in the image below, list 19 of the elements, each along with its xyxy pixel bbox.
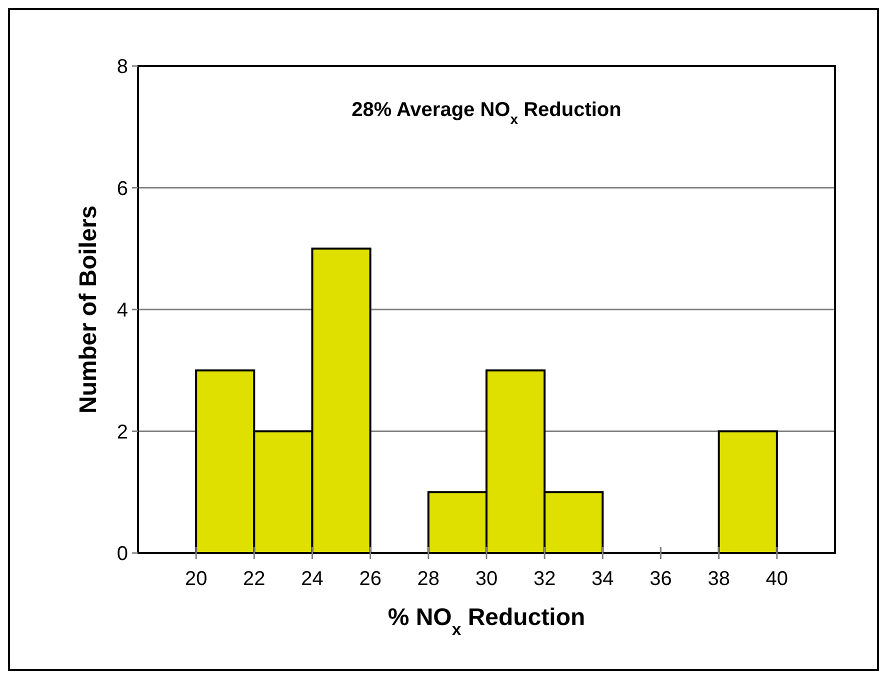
y-tick-label: 4 — [116, 300, 128, 322]
annotation: 28% Average NO$_{x}$ Reduction — [352, 99, 622, 127]
x-tick-label: 28 — [417, 568, 440, 590]
x-tick-label: 26 — [359, 568, 382, 590]
x-tick-label: 24 — [301, 568, 324, 590]
y-tick-label: 0 — [116, 543, 128, 565]
y-tick-label: 2 — [116, 421, 128, 444]
y-tick-label: 8 — [116, 56, 128, 78]
x-tick-label: 20 — [184, 568, 208, 590]
x-tick-label: 22 — [243, 568, 266, 590]
x-axis-title: % NO$_{x}$ Reduction — [388, 604, 586, 638]
x-tick-label: 36 — [650, 568, 672, 590]
y-axis-title: Number of Boilers — [75, 205, 102, 414]
x-tick-label: 30 — [475, 568, 498, 590]
x-tick-label: 38 — [708, 568, 730, 590]
y-tick-label: 6 — [116, 178, 128, 200]
x-tick-label: 34 — [592, 568, 614, 590]
x-tick-label: 40 — [766, 568, 788, 590]
x-tick-label: 32 — [533, 568, 556, 590]
